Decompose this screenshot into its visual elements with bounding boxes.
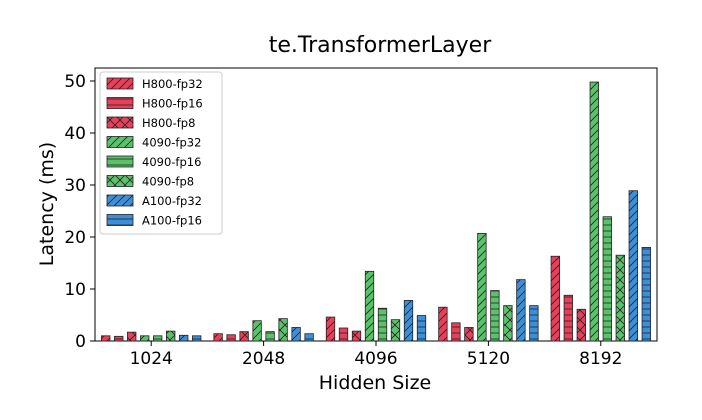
legend-swatch-hatch <box>106 155 134 168</box>
bar-hatch <box>114 335 124 342</box>
legend-box <box>99 71 223 235</box>
bar-hatch <box>416 315 427 342</box>
x-tick-label: 4096 <box>354 349 397 369</box>
bar-hatch <box>304 333 314 342</box>
bar-hatch <box>464 327 474 342</box>
bar-hatch <box>127 331 137 342</box>
bar-hatch <box>451 322 461 342</box>
bar-hatch <box>615 254 625 342</box>
x-tick-label: 1024 <box>130 349 173 369</box>
x-tick-label: 5120 <box>467 349 510 369</box>
bar-hatch <box>377 307 388 342</box>
legend-swatch-hatch <box>106 194 134 207</box>
bar-hatch <box>516 279 526 342</box>
bar-hatch <box>338 327 349 342</box>
legend-swatch-hatch <box>106 136 134 148</box>
y-tick-label: 40 <box>64 124 86 144</box>
legend-label: H800-fp8 <box>142 116 195 130</box>
bar-hatch <box>153 335 163 342</box>
bar-hatch <box>140 335 150 342</box>
bar-hatch <box>291 327 301 342</box>
y-tick-label: 10 <box>64 280 86 300</box>
bar-hatch <box>252 320 262 342</box>
legend-label: A100-fp32 <box>142 194 202 208</box>
bars-group <box>101 81 651 342</box>
bar-hatch <box>166 330 176 342</box>
legend-label: H800-fp32 <box>142 77 203 91</box>
bar-hatch <box>602 216 612 342</box>
legend-swatch-hatch <box>106 77 134 90</box>
bar-hatch <box>179 334 189 342</box>
bar-hatch <box>490 290 500 342</box>
bar-hatch <box>239 331 249 342</box>
y-axis-label: Latency (ms) <box>36 142 58 266</box>
x-tick-label: 2048 <box>242 349 285 369</box>
bar-hatch <box>101 335 111 342</box>
bar-hatch <box>550 255 560 342</box>
bar-hatch <box>477 232 487 342</box>
legend-label: H800-fp16 <box>142 97 203 111</box>
x-tick-label: 8192 <box>579 349 622 369</box>
chart-title: te.TransformerLayer <box>269 33 492 58</box>
x-axis-ticks: 1024 2048 4096 5120 8192 <box>130 341 622 369</box>
bar-hatch <box>438 306 448 342</box>
bar-hatch <box>403 300 414 342</box>
legend-label: A100-fp16 <box>142 214 202 228</box>
bar-hatch <box>641 246 651 342</box>
bar-hatch <box>529 305 539 342</box>
legend-label: 4090-fp32 <box>142 136 201 150</box>
legend-swatch-hatch <box>106 214 134 226</box>
legend-label: 4090-fp16 <box>142 155 201 169</box>
bar-hatch <box>364 270 375 342</box>
bar-hatch <box>278 318 288 342</box>
bar-hatch <box>628 190 638 342</box>
y-axis-ticks: 0 10 20 30 40 50 <box>64 72 95 352</box>
bar-hatch <box>351 330 362 342</box>
bar-hatch <box>213 333 223 342</box>
bar-hatch <box>325 316 336 342</box>
bar-hatch <box>503 305 513 342</box>
bar-hatch <box>192 335 202 342</box>
bar-hatch <box>226 334 236 342</box>
y-tick-label: 0 <box>75 332 86 352</box>
x-axis-label: Hidden Size <box>319 372 431 394</box>
y-tick-label: 30 <box>64 176 86 196</box>
legend: H800-fp32 H800-fp16 H800-fp8 4090-fp32 4090-… <box>99 71 223 235</box>
legend-swatch-hatch <box>106 116 134 129</box>
bar-hatch <box>563 294 573 342</box>
y-tick-label: 50 <box>64 72 86 92</box>
bar-hatch <box>390 319 401 342</box>
bar-hatch <box>265 331 275 342</box>
legend-label: 4090-fp8 <box>142 175 194 189</box>
y-tick-label: 20 <box>64 228 86 248</box>
bar-hatch <box>589 81 599 342</box>
legend-swatch-hatch <box>106 175 134 187</box>
bar-hatch <box>576 308 586 342</box>
legend-swatch-hatch <box>106 97 134 109</box>
